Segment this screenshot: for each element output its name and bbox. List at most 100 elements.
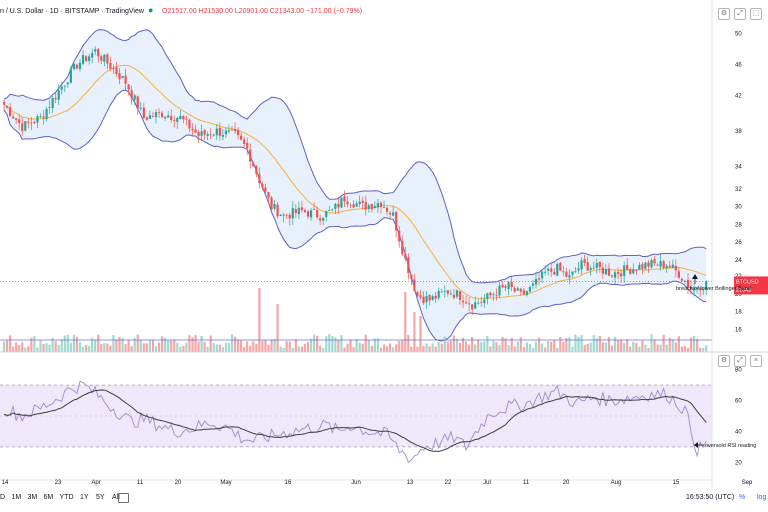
candle-body [127,84,130,90]
candle-body [583,259,586,263]
candle-body [51,98,54,109]
candle-body [291,208,294,219]
timeframe-button[interactable]: 5Y [96,494,105,501]
candle-body [164,117,167,119]
candle-body [477,302,480,304]
candle-body [388,213,392,215]
candle-body [303,210,307,213]
volume-bar [519,337,522,352]
time-tick-label: Jun [351,480,361,486]
volume-bar [665,344,668,352]
candle-body [267,191,270,198]
volume-bar [401,340,404,352]
volume-bar [620,339,623,352]
candle-body [124,75,127,84]
candle-body [604,269,608,275]
volume-bar [343,347,346,352]
candle-body [507,282,510,290]
timeframe-button[interactable]: D [0,494,6,501]
volume-bar [683,346,687,352]
log-scale-toggle[interactable]: log [757,494,767,501]
candle-body [273,204,276,209]
timeframe-button[interactable]: All [112,494,120,501]
candle-body [431,295,434,300]
candle-body [355,203,358,207]
market-status-icon: ● [148,5,154,15]
candle-body [540,271,544,279]
volume-bar [592,335,595,352]
pane-close-icon[interactable]: × [750,355,762,367]
candle-body [443,291,446,292]
candle-body [106,54,109,64]
volume-bar [699,347,702,352]
symbol-title[interactable]: n / U.S. Dollar · 1D · BITSTAMP · Tradin… [0,8,144,15]
pane-settings-icon[interactable]: ⚙ [718,355,730,367]
candle-body [182,116,185,120]
volume-bar [370,345,373,352]
candle-body [659,260,662,267]
annotation-rsi-oversold: oversold RSI reading [705,443,756,449]
price-tick-label: 26 [735,240,742,246]
timeframe-button[interactable]: 1M [11,494,22,501]
volume-bar [200,335,203,352]
candle-body [589,268,592,270]
price-chart[interactable]: 50 46 42 38 34 32 30 28 26 24 22 20 18 16 80 60 40 20 14 23… [0,0,768,490]
volume-bar [568,337,571,352]
calendar-icon[interactable] [118,493,129,503]
candle-body [252,162,255,167]
timeframe-button[interactable]: YTD [59,494,74,501]
upper-band-line [3,29,707,284]
volume-bar [194,335,197,352]
candle-body [5,105,9,108]
pane-maximize-icon[interactable]: ⤢ [734,355,746,367]
candle-body [577,268,580,271]
volume-bar [188,335,191,352]
volume-bar [75,336,79,352]
percent-scale-toggle[interactable]: % [739,494,746,501]
candle-body [148,115,152,120]
candle-body [42,116,45,118]
candle-body [662,261,665,268]
bollinger-band [3,29,707,342]
candle-body [668,265,671,268]
settings-icon[interactable]: ⚙ [718,8,730,20]
volume-bar [288,341,291,352]
candle-body [434,295,437,299]
volume-bar [376,338,380,352]
candle-body [24,121,27,131]
candle-body [12,116,15,119]
candle-body [218,127,221,136]
candle-body [309,210,313,218]
candle-body [689,286,693,290]
candle-body [236,130,240,136]
timeframe-button[interactable]: 3M [27,494,38,501]
candle-body [154,112,158,118]
candle-body [306,211,310,217]
volume-bar [124,344,127,352]
candle-body [516,288,519,291]
volume-bar [224,343,228,352]
maximize-icon[interactable]: ⤢ [734,8,746,20]
volume-bar [157,342,161,352]
volume-bar [252,341,255,352]
volume-bar [534,341,538,352]
price-tick-label: 38 [735,129,742,135]
candle-body [66,82,69,85]
candle-body [680,278,684,281]
candle-body [340,197,343,208]
screenshot-icon[interactable]: ⬚ [750,8,762,20]
candle-body [425,296,428,303]
volume-bar [528,344,532,352]
volume-bar [458,342,462,352]
candle-body [167,115,170,118]
timeframe-button[interactable]: 1Y [80,494,89,501]
volume-bar [604,342,608,352]
volume-bar [340,335,343,352]
candle-body [553,271,556,275]
timeframe-button[interactable]: 6M [43,494,54,501]
candle-body [27,121,30,123]
volume-bar [565,338,568,352]
volume-bar [680,346,684,352]
volume-bar [218,344,221,352]
candle-body [382,207,386,208]
